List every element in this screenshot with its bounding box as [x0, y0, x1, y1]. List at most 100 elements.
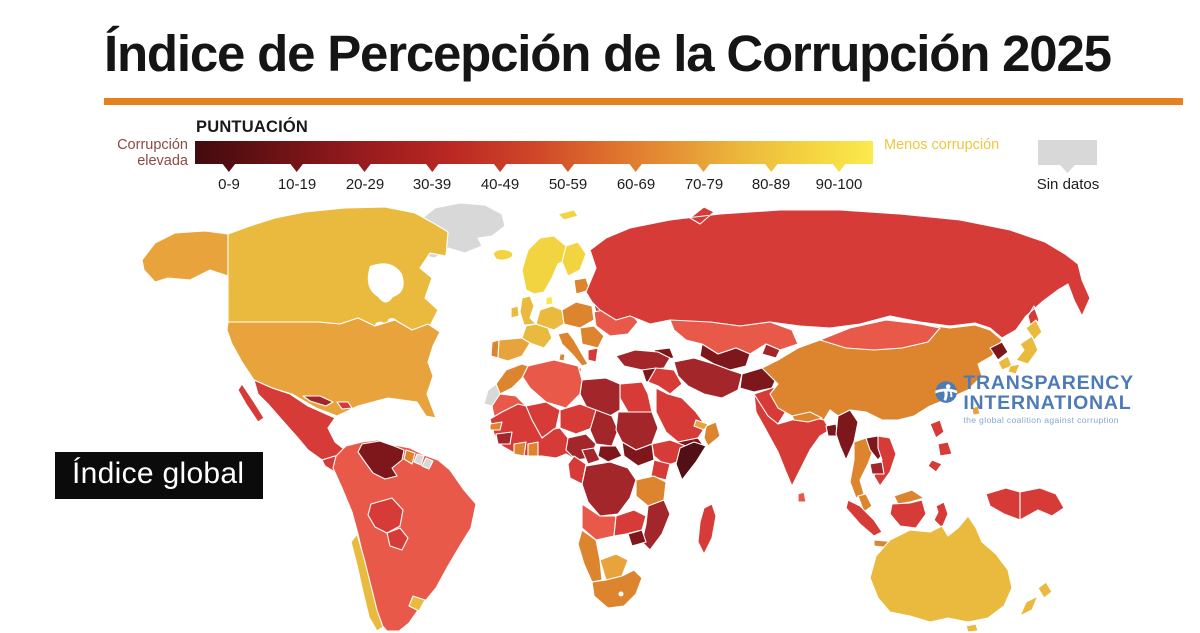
region-botswana	[599, 553, 629, 581]
map-regions	[141, 202, 1091, 633]
bucket-label-20-29: 20-29	[345, 176, 385, 193]
region-oman	[703, 421, 721, 447]
region-saudi-arabia	[655, 387, 707, 443]
region-iceland	[492, 248, 514, 261]
logo-tagline: the global coalition against corruption	[963, 414, 1119, 425]
legend-heading: PUNTUACIÓN	[196, 118, 308, 136]
gradient-tick-pointers	[221, 163, 847, 172]
black-sea-water	[615, 340, 641, 352]
region-paraguay	[386, 527, 409, 551]
bucket-label-0-9: 0-9	[218, 176, 240, 193]
region-sri-lanka	[797, 491, 807, 503]
bucket-label-90-100: 90-100	[815, 176, 863, 193]
bucket-label-50-59: 50-59	[548, 176, 588, 193]
region-malaysia-borneo	[893, 489, 925, 505]
region-morocco	[495, 363, 529, 395]
region-south-africa	[591, 569, 643, 609]
region-central-african-republic	[597, 445, 623, 463]
region-poland	[561, 301, 595, 329]
region-gabon-congo	[567, 455, 587, 485]
region-papua	[985, 487, 1021, 521]
no-data-swatch-rect	[1038, 140, 1097, 165]
region-denmark	[545, 295, 554, 306]
region-libya	[579, 377, 621, 417]
region-uae	[693, 419, 709, 431]
no-data-label: Sin datos	[1036, 176, 1100, 193]
region-myanmar	[835, 409, 859, 461]
no-data-swatch	[1038, 140, 1097, 173]
region-mongolia	[819, 319, 941, 351]
no-data-swatch-pointer	[1060, 165, 1075, 173]
region-madagascar	[697, 503, 717, 555]
region-bolivia	[367, 497, 404, 534]
bucket-label-80-89: 80-89	[751, 176, 791, 193]
region-canada	[227, 206, 449, 331]
lesotho-cutout	[618, 591, 624, 597]
region-greece	[587, 347, 599, 363]
bucket-label-70-79: 70-79	[684, 176, 724, 193]
region-usa	[226, 317, 441, 419]
bucket-label-30-39: 30-39	[412, 176, 452, 193]
region-sumatra	[845, 499, 883, 537]
accent-rule	[104, 98, 1183, 105]
region-uruguay	[408, 595, 426, 612]
legend-right-label: Menos corrupción	[884, 137, 1000, 153]
region-somalia	[675, 441, 707, 481]
region-guyana	[403, 449, 416, 465]
region-guinea	[495, 431, 513, 445]
region-alaska	[141, 230, 229, 283]
bucket-label-10-19: 10-19	[277, 176, 317, 193]
region-finland	[561, 241, 587, 277]
region-ireland	[510, 305, 520, 319]
global-index-badge: Índice global	[55, 452, 264, 499]
region-cuba	[302, 395, 334, 407]
bucket-label-60-69: 60-69	[616, 176, 656, 193]
region-nepal	[791, 411, 823, 423]
transparency-international-logo: TRANSPARENCY INTERNATIONAL the global co…	[934, 372, 1134, 425]
region-japan	[1007, 319, 1043, 375]
legend-tick-labels: 0-9 10-19 20-29 30-39 40-49 50-59 60-69 …	[0, 176, 1200, 196]
region-french-guiana	[421, 457, 434, 470]
region-cambodia	[869, 461, 885, 475]
page-title: Índice de Percepción de la Corrupción 20…	[104, 25, 1112, 82]
region-kyrgyzstan-tajikistan	[761, 343, 781, 359]
hudson-bay-water	[367, 263, 404, 303]
region-new-zealand	[1019, 581, 1053, 617]
region-drc	[581, 461, 637, 517]
region-senegal	[489, 421, 503, 431]
legend-left-label: Corrupción elevada	[117, 137, 188, 170]
region-svalbard	[557, 209, 579, 221]
bucket-label-40-49: 40-49	[480, 176, 520, 193]
region-western-sahara	[483, 383, 501, 407]
region-venezuela	[357, 440, 405, 480]
region-north-korea	[989, 341, 1009, 361]
region-egypt	[619, 381, 653, 413]
region-taiwan	[971, 405, 981, 416]
region-russia	[585, 206, 1091, 339]
region-ghana	[527, 441, 539, 457]
region-australia	[869, 515, 1013, 633]
logo-line1: TRANSPARENCY	[963, 372, 1134, 394]
region-uzbekistan-turkmenistan	[699, 343, 751, 371]
region-algeria	[521, 359, 583, 409]
region-balkans	[579, 325, 605, 349]
region-papua-new-guinea	[1019, 487, 1065, 521]
transparency-international-logo-icon	[935, 381, 957, 403]
region-zimbabwe	[627, 529, 647, 547]
region-kenya	[650, 459, 671, 481]
region-chad	[589, 409, 619, 447]
region-iran	[673, 357, 743, 399]
world-map	[141, 202, 1091, 633]
region-cameroon	[581, 447, 601, 465]
region-uk	[519, 295, 537, 326]
region-france	[521, 323, 553, 349]
region-hispaniola	[336, 401, 353, 410]
region-malaysia-peninsula	[857, 493, 873, 513]
region-turkey	[615, 349, 671, 371]
gradient-bar-rect	[195, 141, 873, 164]
region-suriname	[413, 453, 425, 466]
region-italy	[557, 331, 589, 375]
region-sulawesi	[933, 501, 949, 529]
region-mozambique	[641, 499, 671, 551]
